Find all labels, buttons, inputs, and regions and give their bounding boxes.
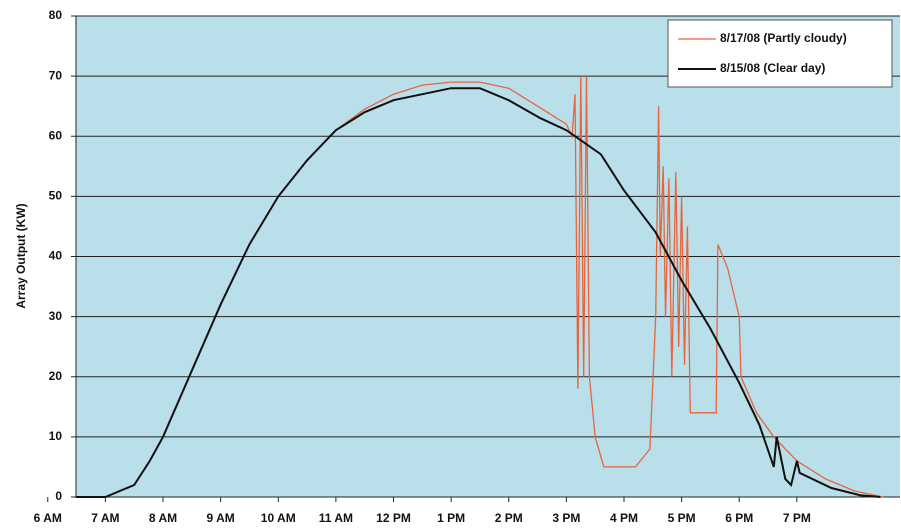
y-tick-label: 80: [49, 8, 63, 22]
x-tick-label: 2 PM: [495, 511, 523, 525]
x-tick-label: 12 PM: [376, 511, 411, 525]
x-tick-label: 9 AM: [207, 511, 235, 525]
y-tick-label: 30: [49, 309, 63, 323]
x-tick-label: 7 PM: [783, 511, 811, 525]
y-tick-label: 40: [49, 249, 63, 263]
y-tick-label: 0: [55, 489, 62, 503]
legend-label: 8/17/08 (Partly cloudy): [720, 31, 847, 45]
x-tick-label: 6 AM: [34, 511, 62, 525]
x-tick-label: 4 PM: [610, 511, 638, 525]
x-tick-label: 11 AM: [319, 511, 353, 525]
y-tick-label: 10: [49, 429, 63, 443]
y-tick-label: 70: [49, 68, 63, 82]
x-tick-label: 7 AM: [91, 511, 119, 525]
x-tick-label: 5 PM: [668, 511, 696, 525]
x-tick-label: 8 AM: [149, 511, 177, 525]
y-tick-label: 50: [49, 189, 63, 203]
y-axis-title: Array Output (KW): [14, 203, 28, 308]
legend-label: 8/15/08 (Clear day): [720, 61, 825, 75]
y-tick-label: 60: [49, 128, 63, 142]
x-tick-label: 10 AM: [261, 511, 296, 525]
y-tick-label: 20: [49, 369, 63, 383]
x-tick-label: 1 PM: [437, 511, 465, 525]
legend-box: [667, 19, 893, 88]
line-series: [76, 87, 881, 498]
x-tick-label: 6 PM: [725, 511, 753, 525]
x-tick-label: 3 PM: [552, 511, 580, 525]
